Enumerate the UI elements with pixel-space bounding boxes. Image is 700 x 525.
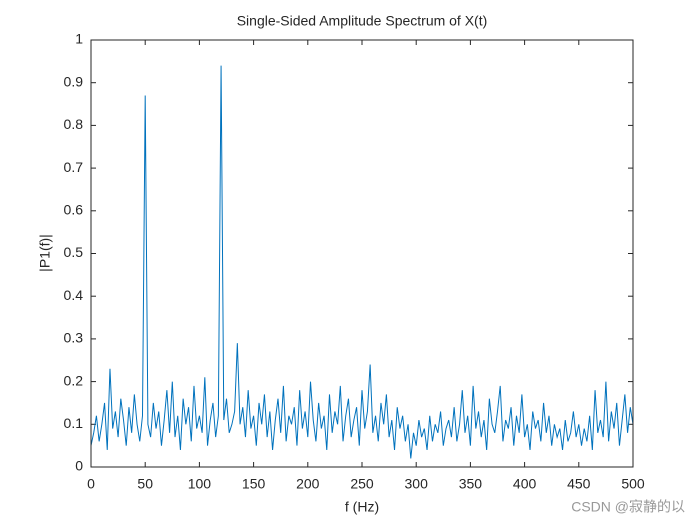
y-tick-label: 0 xyxy=(75,458,83,474)
x-tick-label: 100 xyxy=(188,476,212,492)
x-tick-label: 200 xyxy=(296,476,320,492)
x-tick-label: 50 xyxy=(137,476,153,492)
y-axis-label: |P1(f)| xyxy=(37,234,53,272)
y-tick-label: 0.3 xyxy=(64,330,84,346)
y-tick-label: 0.8 xyxy=(64,116,84,132)
x-tick-label: 250 xyxy=(350,476,374,492)
x-tick-label: 500 xyxy=(621,476,645,492)
x-tick-label: 0 xyxy=(87,476,95,492)
axes-box xyxy=(90,39,634,468)
chart-title: Single-Sided Amplitude Spectrum of X(t) xyxy=(237,13,488,29)
y-tick-label: 0.9 xyxy=(64,73,84,89)
spectrum-line xyxy=(90,65,634,459)
x-tick-label: 400 xyxy=(513,476,537,492)
y-tick-label: 0.7 xyxy=(64,159,84,175)
plot-area xyxy=(91,40,633,467)
y-tick-label: 0.4 xyxy=(64,287,84,303)
watermark: CSDN @寂静的以 xyxy=(571,499,685,515)
y-tick-label: 0.6 xyxy=(64,202,84,218)
y-tick-label: 0.1 xyxy=(64,415,84,431)
x-tick-label: 350 xyxy=(459,476,483,492)
x-axis-label: f (Hz) xyxy=(345,499,379,515)
x-tick-label: 150 xyxy=(242,476,266,492)
y-tick-label: 1 xyxy=(75,31,83,47)
y-tick-label: 0.5 xyxy=(64,244,84,260)
y-tick-label: 0.2 xyxy=(64,372,84,388)
x-tick-label: 300 xyxy=(405,476,429,492)
x-tick-label: 450 xyxy=(567,476,591,492)
